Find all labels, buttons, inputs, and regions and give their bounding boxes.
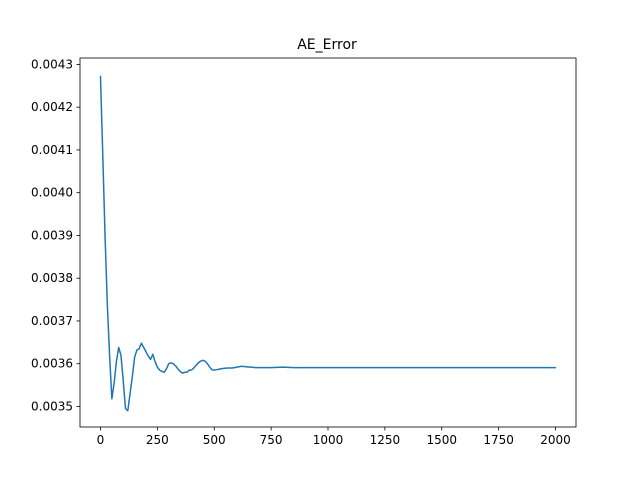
- axes-frame: [79, 57, 577, 428]
- x-tick-label: 1000: [313, 433, 344, 447]
- series-line: [99, 75, 557, 412]
- x-tick-label: 1250: [370, 433, 401, 447]
- x-tick-label: 0: [97, 433, 105, 447]
- plot-area: [99, 75, 557, 412]
- y-tick-label: 0.0038: [31, 271, 73, 285]
- chart-title: AE_Error: [297, 37, 357, 53]
- y-tick-label: 0.0037: [31, 314, 73, 328]
- x-axis: 0 250 500 750 1000 1250 1500 1750 2000: [97, 427, 571, 447]
- x-tick-label: 2000: [540, 433, 571, 447]
- y-tick-label: 0.0036: [31, 357, 73, 371]
- y-tick-label: 0.0042: [31, 100, 73, 114]
- y-tick-label: 0.0041: [31, 143, 73, 157]
- y-tick-label: 0.0035: [31, 399, 73, 413]
- y-tick-label: 0.0039: [31, 228, 73, 242]
- x-tick-label: 500: [203, 433, 226, 447]
- y-tick-label: 0.0040: [31, 186, 73, 200]
- x-tick-label: 1500: [426, 433, 457, 447]
- y-axis: 0.0035 0.0036 0.0037 0.0038 0.0039 0.0040 0.00…: [31, 57, 80, 413]
- x-tick-label: 250: [146, 433, 169, 447]
- x-tick-label: 750: [260, 433, 283, 447]
- x-tick-label: 1750: [483, 433, 514, 447]
- y-tick-label: 0.0043: [31, 57, 73, 71]
